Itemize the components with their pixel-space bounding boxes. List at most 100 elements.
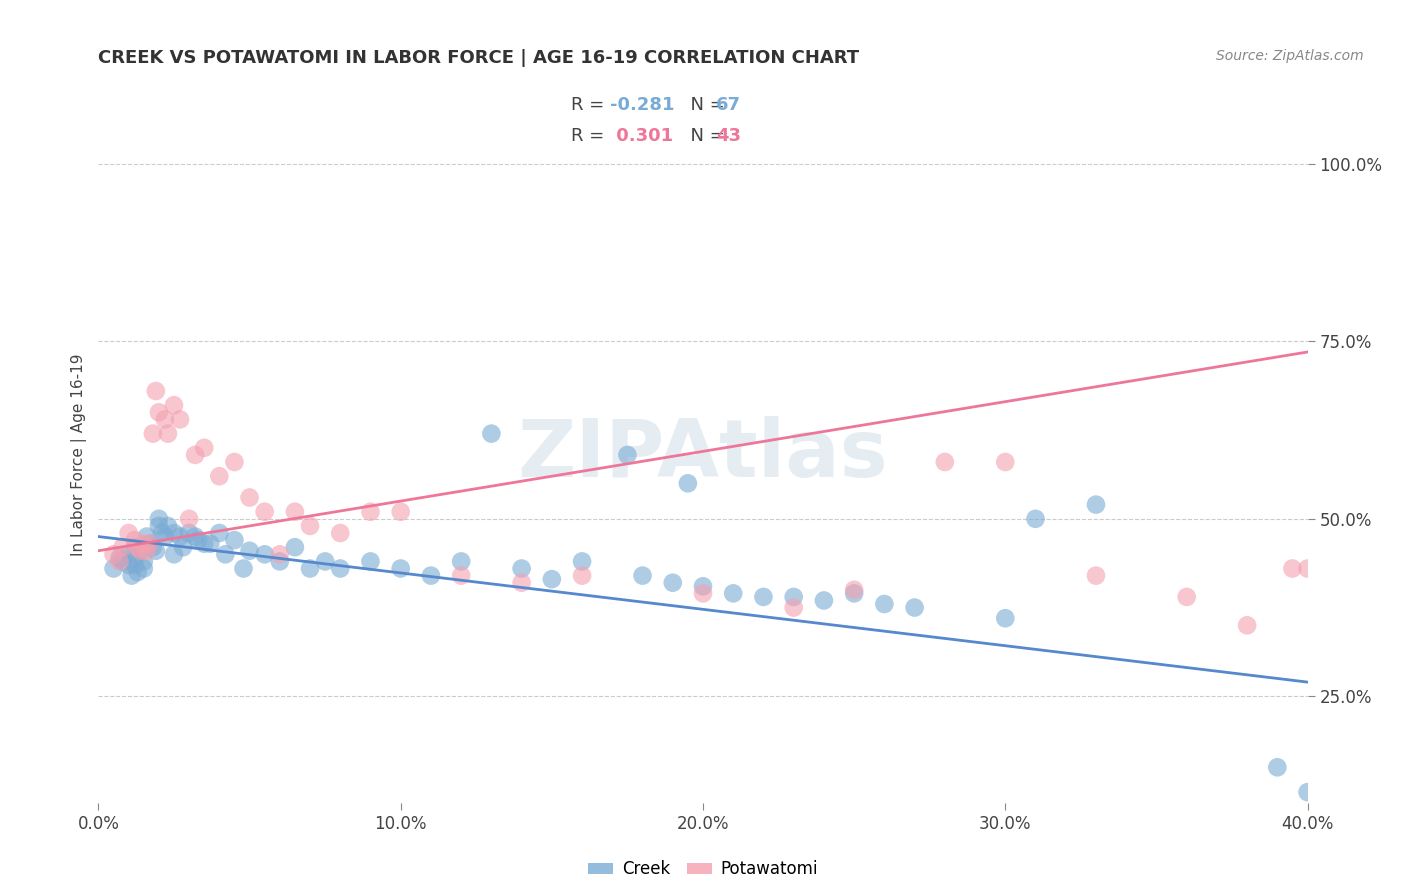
Point (510, 575, 533, 590)
Point (132, 554, 155, 568)
Text: CREEK VS POTAWATOMI IN LABOR FORCE | AGE 16-19 CORRELATION CHART: CREEK VS POTAWATOMI IN LABOR FORCE | AGE… (98, 49, 859, 67)
Point (1267, 760, 1289, 774)
Point (169, 530, 191, 544)
Point (232, 561, 254, 575)
Point (783, 600, 806, 615)
Legend: Creek, Potawatomi: Creek, Potawatomi (582, 854, 824, 885)
Text: R =: R = (571, 127, 610, 145)
Point (1281, 561, 1303, 575)
Point (163, 526, 186, 541)
Point (145, 384, 167, 398)
Point (148, 405, 170, 419)
Point (118, 547, 141, 561)
Point (129, 543, 152, 558)
Point (239, 491, 262, 505)
Point (299, 561, 322, 575)
Text: 67: 67 (716, 96, 741, 114)
Point (253, 547, 276, 561)
Point (239, 543, 262, 558)
Point (135, 543, 157, 558)
Point (631, 568, 654, 582)
Point (156, 426, 179, 441)
Point (904, 600, 927, 615)
Point (723, 586, 745, 600)
Point (299, 519, 322, 533)
Point (118, 558, 141, 572)
Point (142, 426, 165, 441)
Point (329, 561, 352, 575)
Point (124, 533, 146, 548)
Point (844, 582, 866, 597)
Point (269, 554, 291, 568)
Point (139, 536, 162, 550)
Point (314, 554, 336, 568)
Text: N =: N = (679, 127, 731, 145)
Point (360, 554, 382, 568)
Point (118, 526, 141, 541)
Point (873, 597, 896, 611)
Point (481, 426, 503, 441)
Y-axis label: In Labor Force | Age 16-19: In Labor Force | Age 16-19 (72, 353, 87, 557)
Point (813, 593, 835, 607)
Point (420, 568, 443, 582)
Point (153, 412, 176, 426)
Point (156, 519, 179, 533)
Text: Source: ZipAtlas.com: Source: ZipAtlas.com (1216, 49, 1364, 63)
Point (224, 533, 246, 548)
Point (153, 530, 176, 544)
Point (127, 540, 149, 554)
Point (139, 536, 162, 550)
Text: N =: N = (679, 96, 731, 114)
Point (1024, 512, 1046, 526)
Point (193, 536, 215, 550)
Point (148, 512, 170, 526)
Point (208, 526, 231, 541)
Point (692, 579, 714, 593)
Point (184, 530, 207, 544)
Point (135, 530, 157, 544)
Point (111, 540, 134, 554)
Text: R =: R = (571, 96, 610, 114)
Point (934, 455, 956, 469)
Point (145, 543, 167, 558)
Point (1175, 590, 1198, 604)
Point (148, 519, 170, 533)
Point (124, 540, 146, 554)
Point (169, 412, 191, 426)
Point (208, 469, 231, 483)
Point (163, 547, 186, 561)
Text: -0.281: -0.281 (610, 96, 675, 114)
Point (1236, 618, 1258, 632)
Point (1085, 498, 1108, 512)
Point (108, 550, 131, 565)
Point (1296, 561, 1319, 575)
Point (676, 476, 699, 491)
Point (179, 512, 201, 526)
Point (132, 561, 155, 575)
Point (783, 590, 806, 604)
Point (389, 505, 412, 519)
Point (142, 540, 165, 554)
Point (571, 568, 593, 582)
Point (284, 505, 307, 519)
Point (844, 586, 866, 600)
Point (571, 554, 593, 568)
Point (360, 505, 382, 519)
Point (103, 547, 125, 561)
Point (662, 575, 685, 590)
Point (510, 561, 533, 575)
Point (108, 554, 131, 568)
Point (179, 526, 201, 541)
Point (172, 540, 194, 554)
Point (163, 398, 186, 412)
Point (103, 561, 125, 575)
Point (994, 455, 1017, 469)
Text: ZIPAtlas: ZIPAtlas (517, 416, 889, 494)
Point (132, 536, 155, 550)
Point (124, 558, 146, 572)
Point (450, 554, 472, 568)
Point (124, 550, 146, 565)
Text: 43: 43 (716, 127, 741, 145)
Point (150, 526, 173, 541)
Point (111, 554, 134, 568)
